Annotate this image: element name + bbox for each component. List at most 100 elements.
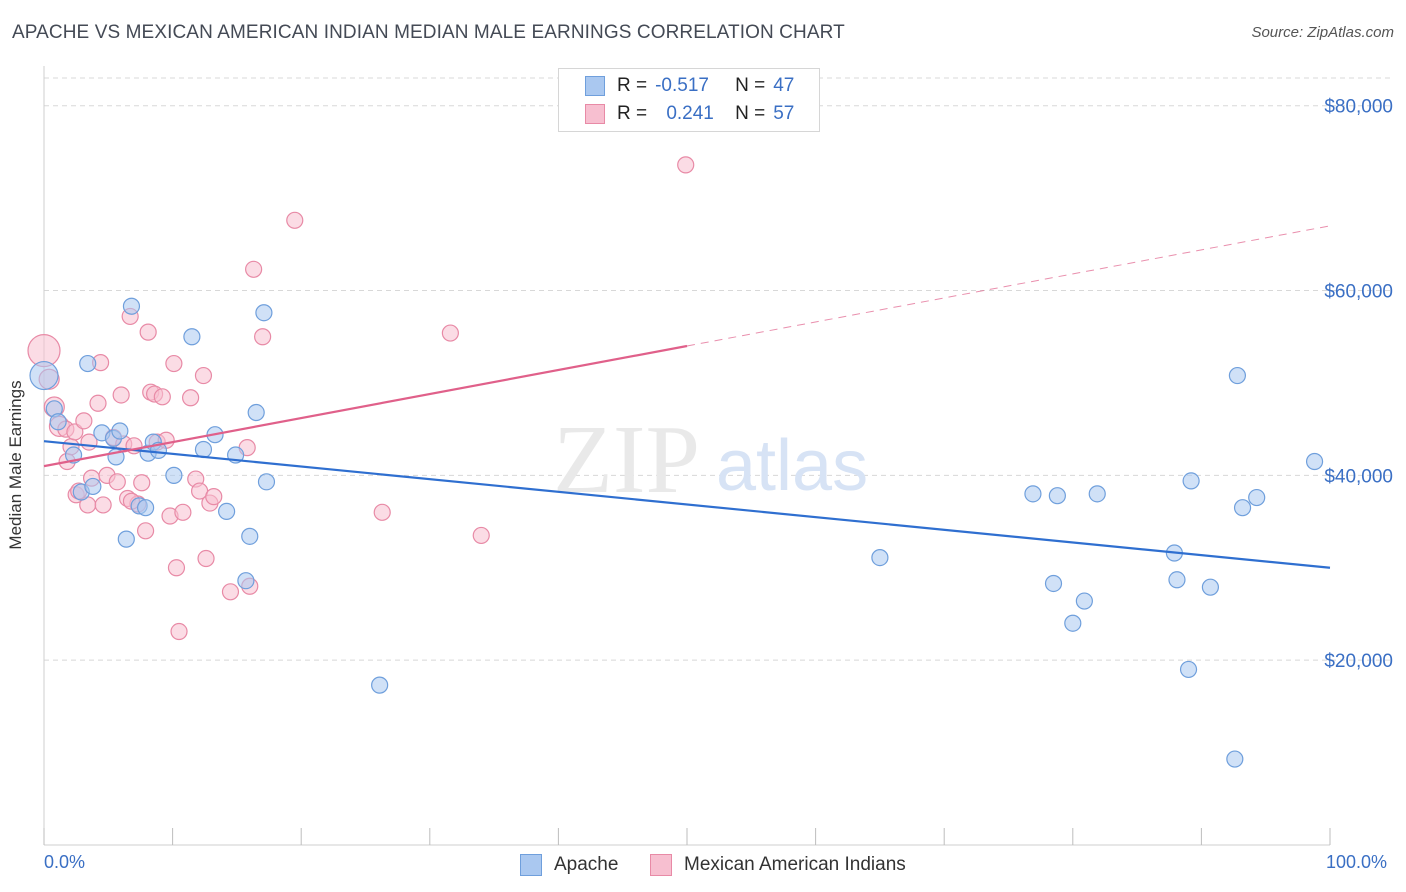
- mexican-point: [254, 328, 272, 346]
- apache-point: [1201, 578, 1220, 596]
- n-label: N =: [735, 103, 766, 124]
- apache-point: [247, 403, 265, 422]
- apache-point: [1088, 485, 1106, 503]
- r-label: R =: [617, 75, 648, 96]
- apache-point: [255, 304, 273, 322]
- apache-point: [49, 413, 67, 431]
- y-tick-label: $60,000: [1324, 282, 1393, 303]
- apache-point: [84, 477, 102, 496]
- mexican-point: [441, 324, 459, 342]
- mexican-point: [197, 549, 215, 568]
- apache-point: [237, 572, 255, 590]
- n-value: 57: [773, 103, 795, 124]
- r-value: 0.241: [666, 103, 714, 124]
- legend-item-mexican[interactable]: Mexican American Indians: [650, 851, 906, 879]
- mexican-point: [174, 503, 192, 521]
- mexican-point: [245, 260, 263, 278]
- apache-swatch: [520, 854, 542, 876]
- apache-point: [79, 354, 97, 373]
- apache-trend-line: [43, 440, 1331, 569]
- mexican-point: [75, 412, 93, 430]
- r-label: R =: [617, 103, 648, 124]
- mexican-american-indians-points: [27, 156, 695, 641]
- mexican-point: [133, 474, 151, 492]
- mexican-swatch: [585, 104, 605, 124]
- apache-point: [241, 527, 259, 545]
- watermark-zip: ZIP: [553, 406, 700, 514]
- y-tick-label: $20,000: [1324, 651, 1393, 672]
- mexican-point: [194, 366, 213, 385]
- apache-point: [218, 502, 236, 521]
- apache-point: [1064, 614, 1082, 632]
- mexican-point: [94, 496, 112, 514]
- apache-point: [122, 297, 141, 315]
- mexican-swatch: [650, 854, 672, 876]
- watermark-atlas: atlas: [716, 426, 868, 506]
- mexican-point: [677, 156, 695, 174]
- apache-points: [29, 297, 1324, 768]
- apache-point: [1048, 487, 1066, 505]
- mexican-point: [89, 394, 107, 412]
- apache-point: [1226, 750, 1244, 768]
- mexican-point: [165, 354, 183, 373]
- mexican-point: [112, 386, 130, 404]
- x-tick-max: 100.0%: [1326, 852, 1388, 872]
- apache-point: [1305, 452, 1324, 471]
- apache-point: [1024, 485, 1042, 503]
- mexican-point: [221, 583, 240, 601]
- watermark: ZIP atlas: [553, 406, 868, 514]
- mexican-point: [153, 388, 171, 406]
- mexican-point: [66, 423, 84, 441]
- chart-title: APACHE VS MEXICAN AMERICAN INDIAN MEDIAN…: [12, 22, 845, 43]
- apache-point: [1044, 574, 1063, 593]
- apache-point: [1075, 592, 1093, 610]
- mexican-point: [108, 473, 126, 491]
- y-tick-labels: $20,000 $40,000 $60,000 $80,000: [1324, 97, 1393, 672]
- mexican-trend-line: [43, 344, 688, 468]
- n-value: 47: [773, 75, 795, 96]
- apache-point: [1248, 488, 1266, 507]
- n-label: N =: [735, 75, 766, 96]
- trend-lines: [43, 225, 1331, 569]
- apache-point: [1233, 499, 1252, 517]
- apache-point: [871, 549, 889, 567]
- apache-point: [183, 328, 201, 346]
- source-label: Source: ZipAtlas.com: [1251, 24, 1394, 41]
- mexican-point: [136, 522, 155, 540]
- legend-apache-label: Apache: [554, 854, 619, 875]
- legend-item-apache[interactable]: Apache: [520, 851, 618, 879]
- apache-point: [165, 466, 183, 484]
- apache-point: [194, 440, 213, 459]
- x-tick-min: 0.0%: [44, 852, 86, 872]
- apache-point: [136, 499, 155, 517]
- apache-point: [1228, 366, 1247, 385]
- mexican-point: [373, 503, 391, 521]
- mexican-point: [286, 211, 304, 229]
- y-tick-label: $40,000: [1324, 466, 1393, 487]
- mexican-point: [472, 526, 490, 545]
- mexican-point: [139, 323, 157, 341]
- legend-row-mexican: R = 0.241 N = 57: [585, 101, 794, 127]
- mexican-point: [182, 389, 200, 407]
- legend-row-apache: R = -0.517 N = 47: [585, 73, 794, 99]
- mexican-point: [167, 559, 186, 577]
- apache-swatch: [585, 76, 605, 96]
- y-tick-label: $80,000: [1324, 97, 1393, 118]
- apache-point: [29, 360, 59, 391]
- apache-point: [117, 530, 135, 548]
- apache-point: [1168, 571, 1186, 589]
- series-legend: Apache Mexican American Indians: [0, 851, 1406, 879]
- legend-mexican-label: Mexican American Indians: [684, 854, 906, 875]
- apache-point: [1179, 660, 1198, 679]
- r-value: -0.517: [655, 75, 709, 96]
- apache-point: [371, 676, 389, 694]
- mexican-point: [205, 488, 223, 506]
- apache-point: [111, 422, 129, 440]
- apache-point: [257, 473, 276, 491]
- mexican-trend-extension: [686, 225, 1331, 347]
- apache-point: [1182, 472, 1200, 490]
- axes: [43, 66, 1331, 846]
- correlation-legend: R = -0.517 N = 47 R = 0.241 N = 57: [558, 68, 820, 132]
- mexican-point: [170, 622, 188, 641]
